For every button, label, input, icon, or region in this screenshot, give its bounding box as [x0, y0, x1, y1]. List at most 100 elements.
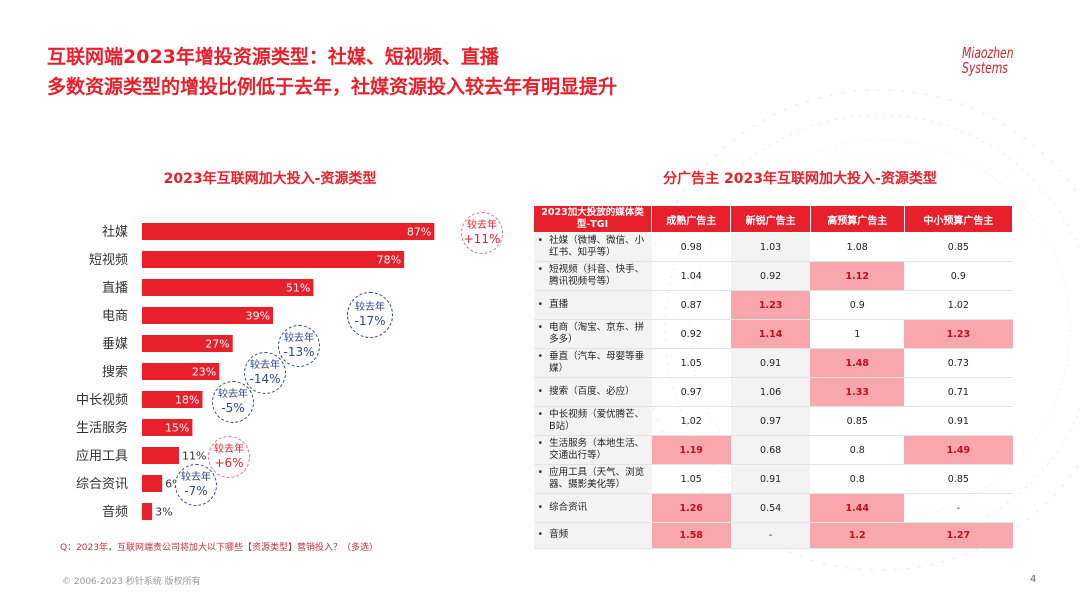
media-type-label: 生活服务（本地生活、交通出行等）	[549, 437, 645, 462]
media-type-cell: • 搜索（百度、必应）	[533, 377, 652, 407]
tgi-cell: 0.9	[904, 261, 1013, 291]
bullet-icon: •	[537, 385, 544, 397]
title-line-2: 多数资源类型的增投比例低于去年，社媒资源投入较去年有明显提升	[47, 76, 618, 98]
yoy-bubble: 较去年 -7%	[175, 464, 217, 506]
bullet-icon: •	[537, 298, 544, 310]
table-row: • 中长视频（爱优腾芒、B站） 1.02 0.97 0.85 0.91	[533, 406, 1013, 436]
tgi-cell: 0.68	[730, 435, 811, 465]
table-row: • 生活服务（本地生活、交通出行等） 1.19 0.68 0.8 1.49	[533, 435, 1013, 465]
media-type-label: 综合资讯	[549, 501, 588, 513]
value-label: 11%	[182, 450, 206, 463]
yoy-bubble: 较去年 -5%	[212, 381, 254, 423]
tgi-cell: 0.91	[730, 348, 811, 378]
yoy-change: +11%	[463, 232, 501, 246]
tgi-cell: 0.85	[904, 232, 1013, 262]
table-row: • 电商（淘宝、京东、拼多多） 0.92 1.14 1 1.23	[533, 319, 1013, 349]
table-row: • 综合资讯 1.26 0.54 1.44-	[533, 493, 1013, 523]
value-label: 27%	[205, 338, 229, 351]
media-type-label: 直播	[549, 298, 569, 310]
tgi-cell: 1.49	[904, 435, 1013, 465]
bar	[142, 447, 179, 464]
tgi-cell: 0.8	[810, 435, 905, 465]
yoy-bubble: 较去年 -14%	[244, 352, 286, 394]
table-header-high-budget: 高预算广告主	[809, 205, 905, 233]
table-row: • 应用工具（天气、浏览器、摄影美化等） 1.05 0.91 0.8 0.85	[533, 464, 1013, 494]
tgi-cell: 0.92	[651, 319, 731, 349]
yoy-label: 较去年	[218, 389, 248, 400]
media-type-cell: • 综合资讯	[533, 493, 652, 523]
tgi-cell: -	[730, 522, 811, 549]
category-label: 垂媒	[102, 337, 128, 352]
bar	[142, 503, 153, 520]
value-label: 51%	[286, 282, 310, 295]
value-label: 15%	[165, 422, 189, 435]
yoy-change: -7%	[184, 484, 208, 498]
category-label: 音频	[102, 504, 128, 520]
yoy-change: -13%	[283, 345, 315, 359]
table-row: • 搜索（百度、必应） 0.97 1.06 1.33 0.71	[533, 377, 1013, 407]
tgi-cell: 1.58	[651, 522, 731, 549]
media-type-cell: • 中长视频（爱优腾芒、B站）	[533, 406, 652, 436]
category-label: 中长视频	[76, 393, 128, 408]
yoy-label: 较去年	[181, 472, 211, 483]
copyright: © 2006-2023 秒针系统 版权所有	[62, 577, 201, 587]
media-type-label: 短视频（抖音、快手、腾讯视频号等）	[549, 263, 645, 288]
tgi-cell: 1.23	[730, 290, 811, 320]
title-line-1: 互联网端2023年增投资源类型：社媒、短视频、直播	[47, 46, 499, 68]
tgi-cell: 1.2	[810, 522, 905, 549]
yoy-label: 较去年	[284, 333, 314, 344]
tgi-cell: 0.91	[904, 406, 1013, 436]
value-label: 87%	[407, 226, 431, 239]
bullet-icon: •	[537, 529, 544, 541]
bullet-icon: •	[537, 466, 544, 478]
tgi-cell: 1.12	[810, 261, 905, 291]
media-type-cell: • 电商（淘宝、京东、拼多多）	[533, 319, 652, 349]
category-label: 应用工具	[76, 448, 128, 464]
table-header-mature: 成熟广告主	[650, 205, 732, 233]
table-header-emerging: 新锐广告主	[730, 205, 811, 233]
category-label: 生活服务	[76, 420, 128, 436]
table-row: • 短视频（抖音、快手、腾讯视频号等） 1.04 0.92 1.12 0.9	[533, 261, 1013, 291]
logo-line-1: Miaozhen	[962, 44, 1014, 62]
tgi-cell: 0.54	[730, 493, 811, 523]
yoy-label: 较去年	[355, 302, 385, 313]
bullet-icon: •	[537, 263, 544, 275]
tgi-cell: 1.23	[904, 319, 1013, 349]
media-type-label: 搜索（百度、必应）	[549, 385, 635, 397]
tgi-cell: 1.02	[651, 406, 731, 436]
tgi-cell: 0.87	[651, 290, 731, 320]
tgi-cell: 0.85	[904, 464, 1013, 494]
bullet-icon: •	[537, 437, 544, 449]
tgi-cell: 1.14	[730, 319, 811, 349]
table-title: 分广告主 2023年互联网加大投入-资源类型	[663, 171, 937, 187]
page-title: 互联网端2023年增投资源类型：社媒、短视频、直播 多数资源类型的增投比例低于去…	[47, 42, 617, 102]
table-row: • 直播 0.87 1.23 0.9 1.02	[533, 290, 1013, 320]
bar	[142, 335, 233, 352]
tgi-cell: 0.97	[730, 406, 811, 436]
media-type-cell: • 垂直（汽车、母婴等垂媒）	[533, 348, 652, 378]
chart-title: 2023年互联网加大投入-资源类型	[163, 171, 377, 187]
yoy-change: -17%	[354, 314, 386, 328]
tgi-cell: 1.44	[810, 493, 905, 523]
tgi-cell: 0.8	[810, 464, 905, 494]
category-label: 直播	[102, 281, 128, 296]
tgi-cell: 1.08	[810, 232, 905, 262]
bar	[142, 363, 220, 380]
bullet-icon: •	[537, 321, 544, 333]
tgi-cell: 1.19	[651, 435, 731, 465]
page-number: 4	[1030, 574, 1037, 585]
category-label: 综合资讯	[76, 477, 128, 492]
tgi-cell: 0.73	[904, 348, 1013, 378]
media-type-cell: • 短视频（抖音、快手、腾讯视频号等）	[533, 261, 652, 291]
category-label: 短视频	[89, 253, 128, 268]
bar	[142, 419, 193, 436]
bar	[142, 475, 163, 492]
category-label: 电商	[102, 309, 128, 324]
yoy-label: 较去年	[467, 220, 497, 231]
yoy-change: +6%	[214, 456, 244, 470]
media-type-label: 应用工具（天气、浏览器、摄影美化等）	[549, 466, 645, 491]
table-header-small-budget: 中小预算广告主	[903, 205, 1014, 233]
media-type-label: 中长视频（爱优腾芒、B站）	[549, 408, 645, 433]
yoy-change: -14%	[249, 372, 281, 386]
tgi-cell: 0.92	[730, 261, 811, 291]
